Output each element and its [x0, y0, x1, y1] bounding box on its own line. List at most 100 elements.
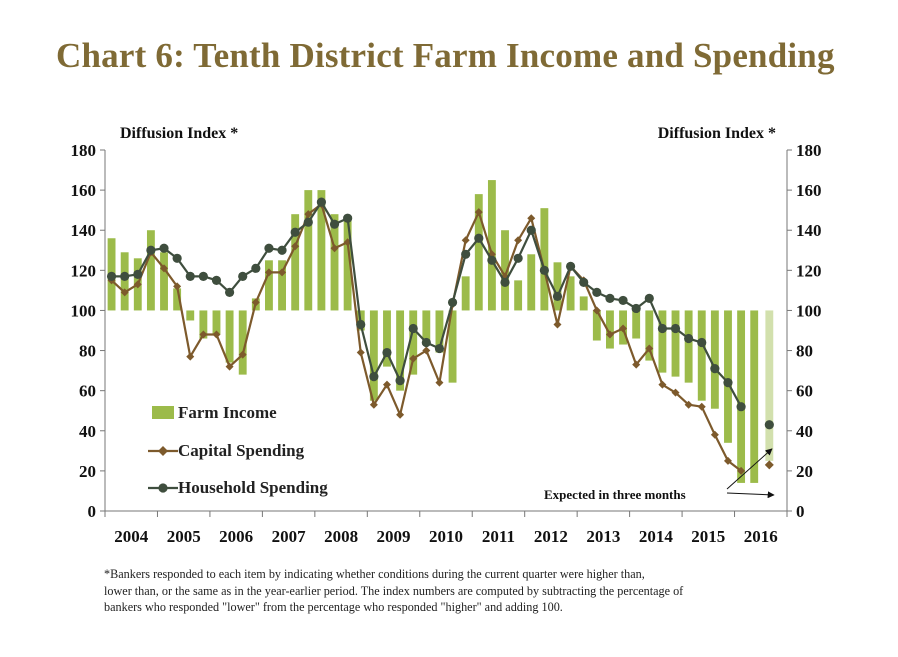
- capital-spending-point: [160, 264, 169, 273]
- capital-spending-point: [619, 324, 628, 333]
- y-tick-label-left: 180: [71, 141, 97, 160]
- farm-income-bar: [396, 310, 405, 391]
- farm-income-bars: [107, 180, 774, 483]
- farm-income-bar: [278, 260, 286, 311]
- farm-income-bar: [474, 194, 483, 311]
- household-spending-point: [670, 323, 681, 334]
- household-spending-point: [395, 376, 405, 386]
- household-spending-point: [447, 297, 458, 308]
- capital-spending-point: [356, 348, 365, 357]
- capital-spending-point: [238, 350, 247, 359]
- farm-income-bar: [514, 280, 523, 311]
- household-spending-point: [185, 271, 195, 281]
- farm-income-bar: [199, 310, 208, 339]
- annotation-arrow-up: [726, 448, 773, 490]
- y-tick-label-right: 60: [796, 382, 813, 401]
- x-tick-label: 2007: [272, 527, 307, 546]
- capital-spending-point: [173, 282, 182, 291]
- x-tick-label: 2014: [639, 527, 674, 546]
- farm-income-bar: [422, 310, 431, 345]
- y-tick-label-right: 0: [796, 502, 805, 521]
- farm-income-bar: [697, 310, 706, 401]
- household-spending-point: [146, 245, 156, 255]
- household-spending-point: [106, 271, 117, 281]
- household-spending-point: [592, 287, 602, 297]
- household-spending-point: [723, 378, 733, 388]
- farm-income-bar: [606, 310, 614, 349]
- capital-spending-point: [737, 466, 746, 475]
- x-tick-label: 2005: [167, 527, 201, 546]
- capital-spending-point: [684, 400, 693, 409]
- capital-spending-point: [632, 360, 641, 369]
- y-tick-label-left: 80: [79, 342, 96, 361]
- farm-income-bar: [579, 296, 588, 311]
- y-tick-label-right: 180: [796, 141, 822, 160]
- capital-spending-expected-point: [764, 460, 774, 470]
- legend-swatch-farm-income: [152, 406, 174, 419]
- household-spending-point: [408, 323, 418, 334]
- household-spending-point: [657, 323, 668, 334]
- capital-spending-point: [291, 242, 300, 251]
- capital-spending-point: [264, 268, 273, 277]
- capital-spending-point: [251, 298, 260, 307]
- farm-income-bar: [265, 260, 273, 311]
- legend-marker-household-spending: [158, 483, 168, 493]
- farm-income-bar: [461, 276, 470, 311]
- farm-income-bar: [343, 220, 352, 311]
- farm-income-bar: [330, 214, 339, 311]
- household-spending-point: [120, 271, 130, 281]
- capital-spending-point: [225, 362, 234, 371]
- farm-income-bar: [671, 310, 680, 377]
- household-spending-point: [579, 277, 589, 287]
- y-tick-label-right: 20: [796, 462, 813, 481]
- farm-income-bar: [737, 310, 746, 483]
- capital-spending-point: [723, 456, 732, 465]
- household-spending-point: [684, 333, 694, 344]
- household-spending-point: [343, 213, 353, 223]
- household-spending-point: [421, 337, 431, 348]
- capital-spending-point: [671, 388, 680, 397]
- household-spending-point: [277, 245, 287, 255]
- household-spending-point: [172, 253, 182, 263]
- capital-spending-point: [133, 280, 142, 289]
- capital-spending-point: [199, 330, 208, 339]
- x-tick-label: 2013: [586, 527, 620, 546]
- capital-spending-point: [645, 344, 654, 353]
- household-spending-line: [111, 201, 743, 408]
- household-spending-point: [251, 263, 261, 273]
- y-axis-label-left: Diffusion Index *: [120, 125, 238, 142]
- farm-income-bar: [369, 310, 378, 401]
- y-tick-label-right: 120: [796, 261, 822, 280]
- farm-income-bar: [658, 310, 667, 373]
- footnote-line-1: *Bankers responded to each item by indic…: [104, 567, 645, 581]
- household-spending-point: [500, 277, 510, 287]
- household-spending-point: [474, 233, 484, 243]
- household-spending-point: [710, 364, 720, 374]
- household-spending-point: [605, 293, 615, 304]
- household-spending-point: [224, 287, 235, 297]
- farm-income-bar: [724, 310, 732, 443]
- household-spending-point: [329, 219, 340, 229]
- y-axis-label-right: Diffusion Index *: [658, 125, 776, 142]
- capital-spending-point: [212, 330, 221, 339]
- farm-income-bar: [409, 310, 418, 375]
- farm-income-bar: [160, 252, 168, 311]
- household-spending-point: [198, 271, 208, 281]
- farm-income-bar: [225, 310, 234, 363]
- household-spending-point: [552, 291, 563, 302]
- x-tick-label: 2009: [377, 527, 411, 546]
- household-spending-point: [539, 265, 549, 275]
- capital-spending-point: [710, 430, 719, 439]
- capital-spending-point: [461, 236, 470, 245]
- household-spending-point: [159, 243, 169, 253]
- household-spending-point: [264, 243, 274, 253]
- legend-label-capital-spending: Capital Spending: [178, 441, 305, 460]
- chart-title: Chart 6: Tenth District Farm Income and …: [56, 36, 835, 75]
- footnote-line-3: bankers who responded "lower" from the p…: [104, 600, 563, 614]
- capital-spending-point: [396, 410, 405, 419]
- farm-income-bar: [120, 252, 129, 311]
- farm-income-bar: [553, 262, 562, 311]
- capital-spending-point: [592, 306, 601, 315]
- capital-spending-point: [369, 400, 378, 409]
- farm-income-bar: [645, 310, 654, 361]
